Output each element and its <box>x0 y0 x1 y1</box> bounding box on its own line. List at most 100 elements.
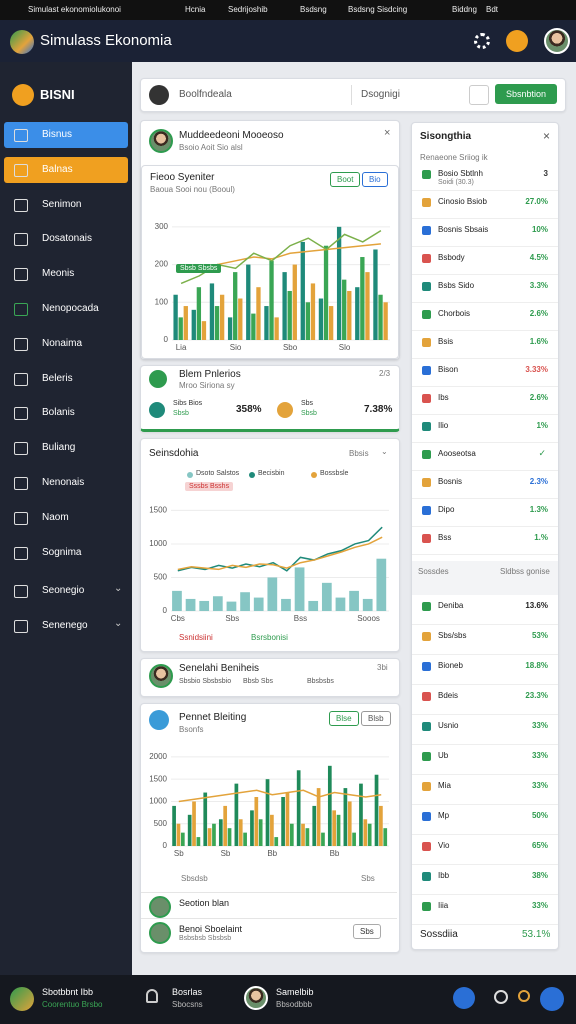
coin-icon[interactable] <box>506 30 528 52</box>
brand: BISNI <box>40 87 75 102</box>
row-label[interactable]: Bosnis <box>438 477 463 486</box>
row-value: 10% <box>531 225 548 234</box>
row-label[interactable]: Iiia <box>438 901 449 910</box>
nav-item[interactable]: Balnas <box>4 156 128 183</box>
filter-icon[interactable] <box>469 85 489 105</box>
bar <box>383 302 388 340</box>
row-icon <box>422 422 431 431</box>
action-icon[interactable] <box>494 990 508 1004</box>
row-label[interactable]: Bdeis <box>438 691 459 700</box>
nav-label[interactable]: Bolanis <box>42 407 75 419</box>
bar <box>238 298 243 340</box>
row-label[interactable]: Mp <box>438 811 450 820</box>
nav-item[interactable]: Meonis <box>4 261 128 287</box>
search-field[interactable]: Dsognigi <box>361 89 400 100</box>
nav-label[interactable]: Senenego <box>42 620 88 632</box>
row-label[interactable]: Ilio <box>438 421 449 430</box>
row-label[interactable]: Cinosio Bsiob <box>438 197 487 206</box>
chart-button[interactable]: Bio <box>362 172 388 187</box>
nav-item[interactable]: Senimon <box>4 192 128 218</box>
row-icon <box>422 366 431 375</box>
bar <box>196 287 202 340</box>
row-label[interactable]: Bison <box>438 365 459 374</box>
row-label[interactable]: Bosnis Sbsais <box>438 225 489 234</box>
chevron[interactable]: ⌄ <box>381 447 388 456</box>
action-icon[interactable] <box>453 987 475 1009</box>
nav-label[interactable]: Beleris <box>42 372 73 384</box>
avatar[interactable] <box>244 986 268 1010</box>
nav-item[interactable]: Naom <box>4 505 128 531</box>
row-divider <box>412 246 558 247</box>
nav-item[interactable]: Buliang <box>4 435 128 461</box>
nav-item[interactable]: Bisnus <box>4 122 128 148</box>
user-avatar[interactable] <box>544 28 570 54</box>
nav-label[interactable]: Seonegio <box>42 585 85 597</box>
search-button[interactable]: Sbsnbtion <box>495 84 557 104</box>
nav-item[interactable]: Beleris <box>4 366 128 392</box>
row-label[interactable]: Bsis <box>438 337 454 346</box>
row-label[interactable]: Bss <box>438 533 452 542</box>
item-value: 7.38% <box>364 404 393 415</box>
row-icon <box>422 632 431 641</box>
nav-item[interactable]: Sognima <box>4 540 128 566</box>
row-label[interactable]: Bsbody <box>438 253 465 262</box>
row-label[interactable]: Sbs/sbs <box>438 631 467 640</box>
bar <box>264 306 269 340</box>
nav-label[interactable]: Nenopocada <box>42 303 99 314</box>
close[interactable]: × <box>543 129 551 143</box>
search-input[interactable]: Boolfndeala <box>179 89 232 100</box>
nav-label[interactable]: Buliang <box>42 442 76 454</box>
chart-button[interactable]: Boot <box>330 172 361 187</box>
close[interactable]: × <box>384 127 391 139</box>
nav-item[interactable]: Dosatonais <box>4 226 128 252</box>
row-label[interactable]: Dipo <box>438 505 455 514</box>
row-label[interactable]: Deniba <box>438 601 464 610</box>
chart-button[interactable]: Blsb <box>361 711 391 726</box>
bar <box>201 321 207 340</box>
bar <box>362 598 373 611</box>
nav-item[interactable]: Nonaima <box>4 331 128 357</box>
nav-label[interactable]: Nonaima <box>42 337 83 349</box>
notif[interactable]: Bosrlas <box>172 987 203 997</box>
bar <box>321 582 332 611</box>
chart-button[interactable]: Blse <box>329 711 359 726</box>
legend-label: Becisbin <box>258 470 285 477</box>
nav-label[interactable]: Senimon <box>42 198 82 210</box>
nav-label[interactable]: Meonis <box>42 268 75 280</box>
row-label[interactable]: Ub <box>438 751 449 760</box>
nav-label[interactable]: Bisnus <box>42 129 73 140</box>
row-label[interactable]: Usnio <box>438 721 459 730</box>
nav-label[interactable]: Nenonais <box>42 477 85 488</box>
nav-item[interactable]: Nenopocada <box>4 296 128 322</box>
status-item: Biddng <box>452 5 477 14</box>
row-label[interactable]: Bsbs Sido <box>438 281 475 290</box>
nav-label[interactable]: Dosatonais <box>42 233 93 245</box>
row-divider <box>412 498 558 499</box>
row-label[interactable]: Vio <box>438 841 450 850</box>
nav-item[interactable]: Bolanis <box>4 400 128 426</box>
settings-icon[interactable] <box>474 33 490 49</box>
nav-item[interactable]: Seonegio ⌄ <box>4 578 128 604</box>
row-icon <box>422 842 431 851</box>
row-label[interactable]: Bioneb <box>438 661 463 670</box>
nav-item[interactable]: Senenego ⌄ <box>4 613 128 639</box>
action-icon[interactable] <box>518 990 530 1002</box>
row-label[interactable]: Ibs <box>438 393 449 402</box>
nav-label[interactable]: Balnas <box>42 163 73 175</box>
user[interactable]: Samelbib <box>276 987 314 997</box>
row-button[interactable]: Sbs <box>353 924 381 939</box>
nav-label[interactable]: Sognima <box>42 546 82 558</box>
row-label[interactable]: Bosio Sbtlnh <box>438 169 483 178</box>
row-label[interactable]: Ibb <box>438 871 450 880</box>
row-label[interactable]: Mia <box>438 781 451 790</box>
chart-menu[interactable]: Bbsis <box>349 449 369 458</box>
action-icon[interactable] <box>540 987 564 1011</box>
row-label[interactable]: Chorbois <box>438 309 471 318</box>
row-label[interactable]: Aooseotsa <box>438 449 476 458</box>
search-icon[interactable] <box>149 85 169 105</box>
row-divider <box>412 894 558 895</box>
nav-item[interactable]: Nenonais <box>4 470 128 496</box>
bell[interactable] <box>146 989 158 1003</box>
nav-label[interactable]: Naom <box>42 511 69 523</box>
item-icon <box>277 402 293 418</box>
